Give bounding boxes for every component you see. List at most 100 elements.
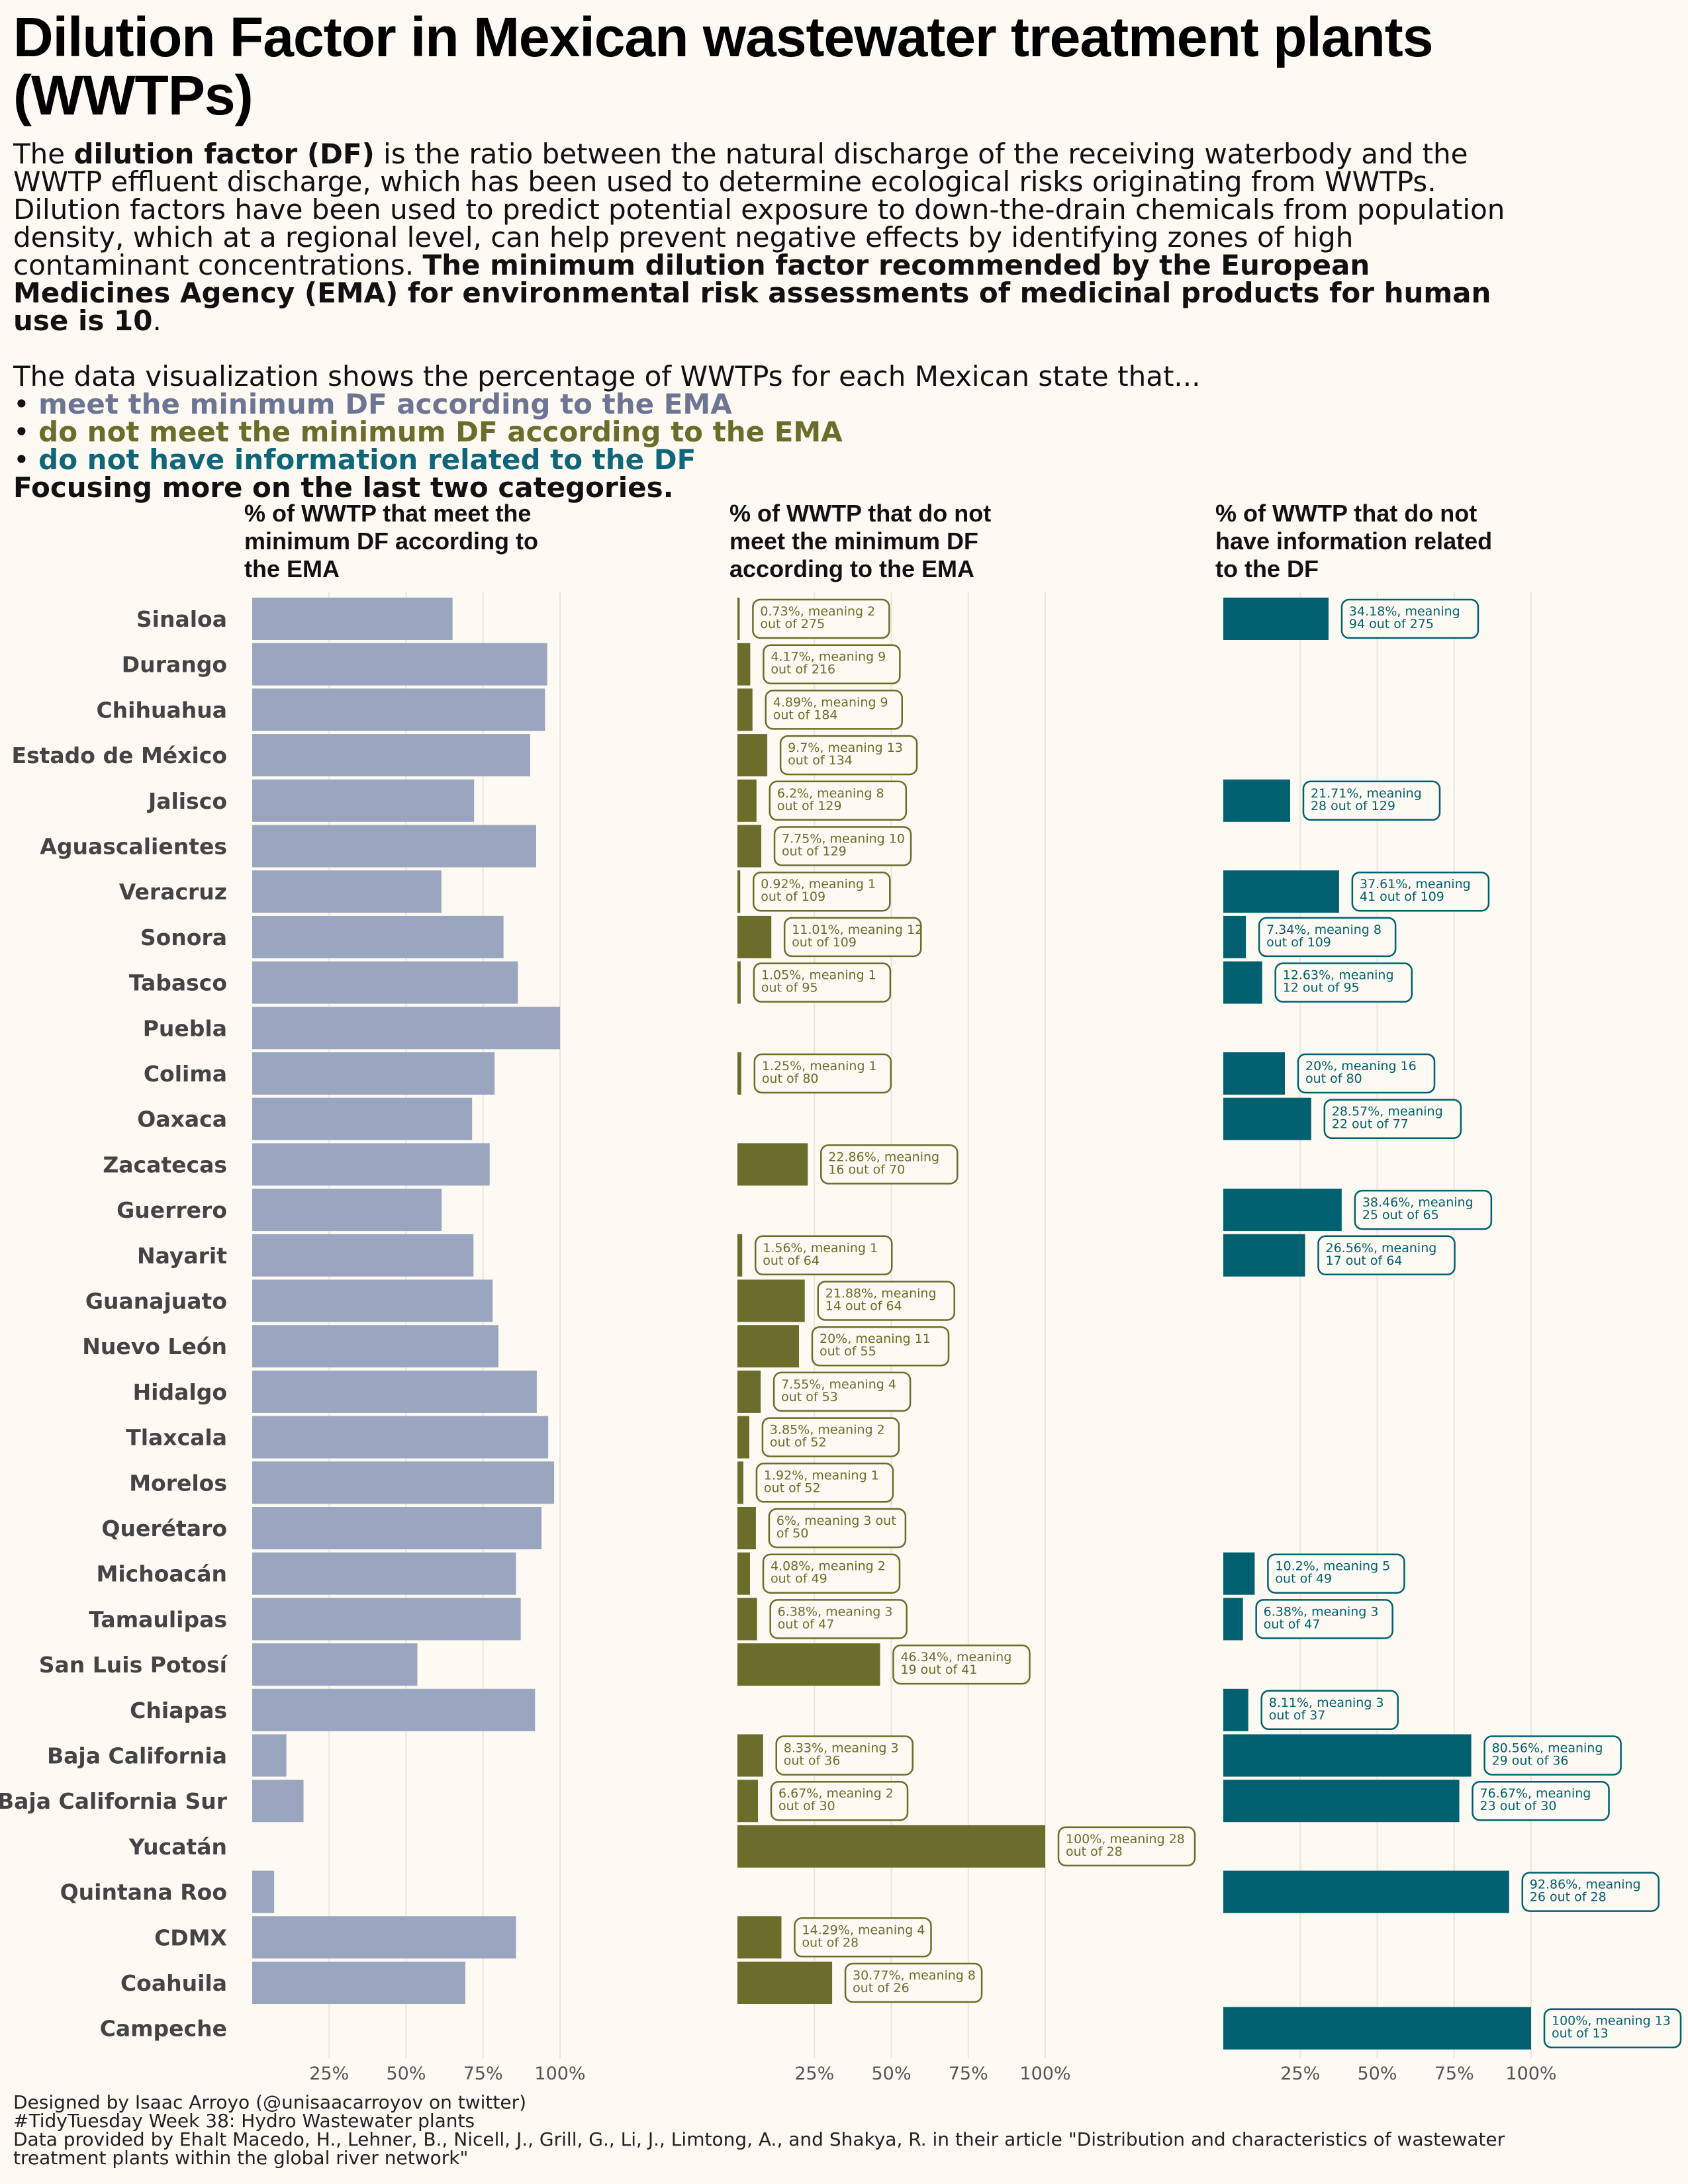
data-label: 30.77%, meaning 8	[853, 1968, 976, 1983]
bar	[252, 1461, 555, 1504]
x-tick-label: 25%	[1280, 2064, 1320, 2084]
data-label: out of 129	[782, 844, 847, 859]
data-label: out of 216	[771, 662, 835, 677]
data-label-box	[770, 1780, 909, 1821]
data-label: 1.92%, meaning 1	[764, 1468, 879, 1482]
data-label: 28 out of 129	[1311, 799, 1395, 813]
x-tick-label: 75%	[463, 2064, 503, 2084]
panel-title-line: % of WWTP that do not	[729, 500, 991, 527]
bar	[737, 779, 757, 822]
bar	[1223, 1734, 1472, 1777]
data-label: 1.56%, meaning 1	[763, 1241, 878, 1255]
data-label: 21.88%, meaning	[825, 1287, 937, 1301]
data-label: 29 out of 36	[1492, 1754, 1569, 1768]
bar	[737, 1734, 763, 1777]
data-label: out of 95	[761, 981, 818, 995]
state-label: Baja California	[47, 1743, 227, 1769]
data-label: 38.46%, meaning	[1362, 1195, 1474, 1210]
data-label: 21.71%, meaning	[1311, 786, 1422, 801]
data-label-box	[1274, 962, 1413, 1003]
data-label: 41 out of 109	[1360, 889, 1444, 904]
data-label-box	[817, 1281, 955, 1321]
data-label: 22.86%, meaning	[828, 1150, 939, 1164]
data-label: 46.34%, meaning	[900, 1650, 1011, 1664]
bar	[252, 1962, 465, 2004]
panel-title-line: % of WWTP that do not	[1215, 500, 1477, 527]
bar	[252, 598, 453, 640]
bar	[252, 1052, 495, 1095]
bar	[737, 734, 768, 777]
data-label-box	[1260, 1690, 1399, 1731]
x-tick-label: 75%	[1434, 2064, 1474, 2084]
bullet-notmeet-text: do not meet the minimum DF according to …	[38, 416, 843, 448]
bar	[737, 1416, 749, 1459]
data-label: 3.85%, meaning 2	[770, 1423, 885, 1437]
data-label-box	[773, 826, 912, 866]
x-tick-label: 25%	[309, 2064, 349, 2084]
state-label: Puebla	[143, 1015, 227, 1041]
data-label: out of 28	[802, 1935, 859, 1950]
data-label-box	[794, 1917, 932, 1958]
data-label: out of 13	[1552, 2026, 1609, 2041]
state-label: Guanajuato	[85, 1289, 227, 1314]
state-label: Tlaxcala	[126, 1425, 227, 1451]
data-label-box	[1258, 917, 1397, 958]
panel-title-line: % of WWTP that meet the	[244, 500, 531, 527]
bar	[252, 1416, 549, 1459]
bar	[737, 1552, 750, 1595]
state-label: Durango	[122, 652, 227, 678]
bar	[252, 825, 536, 868]
data-label: out of 26	[853, 1981, 910, 1995]
bullet-notmeet: • do not meet the minimum DF according t…	[13, 416, 843, 448]
data-label: 14 out of 64	[825, 1299, 902, 1314]
data-label: out of 30	[778, 1799, 835, 1813]
data-label-box	[1255, 1599, 1393, 1639]
intro-data-description: The data visualization shows the percent…	[13, 360, 1201, 392]
data-label-box	[762, 1553, 901, 1594]
bar	[1223, 1097, 1311, 1140]
state-label: Tabasco	[129, 970, 227, 996]
bar	[1223, 598, 1329, 640]
data-label: out of 134	[788, 753, 853, 768]
bar	[737, 1507, 756, 1549]
data-label-box	[768, 1508, 907, 1549]
bar	[252, 1370, 537, 1413]
bar	[252, 870, 442, 913]
data-label: out of 37	[1269, 1708, 1326, 1723]
x-tick-label: 100%	[534, 2064, 585, 2084]
data-label-box	[775, 1735, 914, 1776]
data-label: out of 129	[777, 799, 842, 813]
bar	[252, 734, 530, 777]
panel-title-line: to the DF	[1215, 555, 1319, 582]
data-label-box	[1057, 1826, 1196, 1867]
bar	[252, 643, 547, 686]
data-label-box	[761, 1417, 900, 1457]
state-label: Estado de México	[11, 743, 227, 768]
bar	[252, 1688, 536, 1731]
data-label: 4.17%, meaning 9	[771, 650, 886, 664]
data-label: out of 47	[1264, 1617, 1321, 1631]
bar	[737, 825, 762, 868]
intro-text-c: .	[152, 304, 162, 337]
state-label: Yucatán	[128, 1834, 227, 1860]
data-label-box	[1267, 1553, 1405, 1594]
data-label: out of 36	[784, 1754, 841, 1768]
bar	[1223, 1552, 1255, 1595]
state-label: Baja California Sur	[0, 1788, 228, 1814]
state-label: Quintana Roo	[60, 1880, 227, 1905]
state-label: Oaxaca	[137, 1107, 227, 1132]
bar	[1223, 2007, 1531, 2050]
data-label: 0.73%, meaning 2	[760, 604, 875, 619]
data-label-box	[1317, 1235, 1456, 1276]
data-label-box	[783, 917, 922, 958]
footer: Designed by Isaac Arroyo (@unisaacarroyo…	[13, 2093, 1536, 2167]
x-tick-label: 100%	[1505, 2064, 1556, 2084]
data-label: 11.01%, meaning 12	[792, 923, 923, 937]
data-label: 76.67%, meaning	[1480, 1786, 1591, 1801]
data-label: out of 275	[760, 617, 825, 631]
state-label: Michoacán	[97, 1561, 227, 1587]
state-label: Guerrero	[117, 1197, 227, 1223]
data-label-box	[773, 1371, 912, 1412]
intro-bold-ema: The minimum dilution factor recommended …	[13, 249, 1491, 337]
